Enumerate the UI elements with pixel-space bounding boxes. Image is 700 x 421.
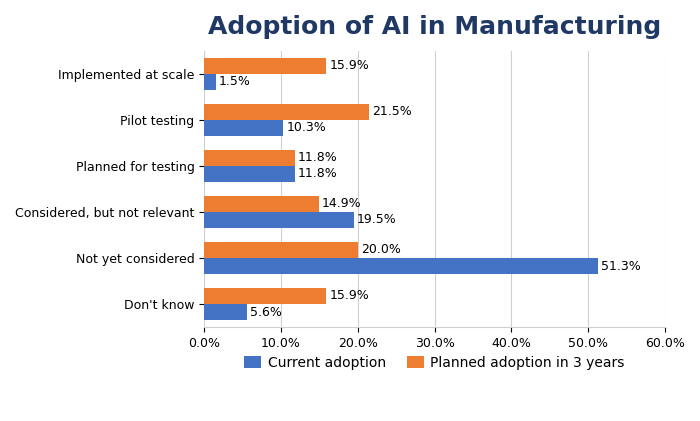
Text: 51.3%: 51.3%	[601, 259, 641, 272]
Text: 11.8%: 11.8%	[298, 168, 337, 180]
Text: 15.9%: 15.9%	[329, 290, 369, 302]
Bar	[204, 58, 326, 74]
Bar	[204, 212, 354, 228]
Bar	[204, 196, 318, 212]
Text: 11.8%: 11.8%	[298, 151, 337, 164]
Bar	[204, 120, 284, 136]
Bar	[204, 150, 295, 166]
Text: 20.0%: 20.0%	[360, 243, 400, 256]
Bar	[204, 74, 216, 90]
Title: Adoption of AI in Manufacturing: Adoption of AI in Manufacturing	[208, 15, 661, 39]
Text: 15.9%: 15.9%	[329, 59, 369, 72]
Text: 14.9%: 14.9%	[321, 197, 361, 210]
Bar	[204, 304, 247, 320]
Bar	[204, 166, 295, 182]
Text: 10.3%: 10.3%	[286, 121, 326, 134]
Text: 5.6%: 5.6%	[250, 306, 282, 319]
Text: 1.5%: 1.5%	[218, 75, 251, 88]
Text: 21.5%: 21.5%	[372, 105, 412, 118]
Bar	[204, 242, 358, 258]
Text: 19.5%: 19.5%	[357, 213, 397, 226]
Bar	[204, 288, 326, 304]
Bar	[204, 258, 598, 274]
Bar	[204, 104, 370, 120]
Legend: Current adoption, Planned adoption in 3 years: Current adoption, Planned adoption in 3 …	[239, 350, 631, 376]
